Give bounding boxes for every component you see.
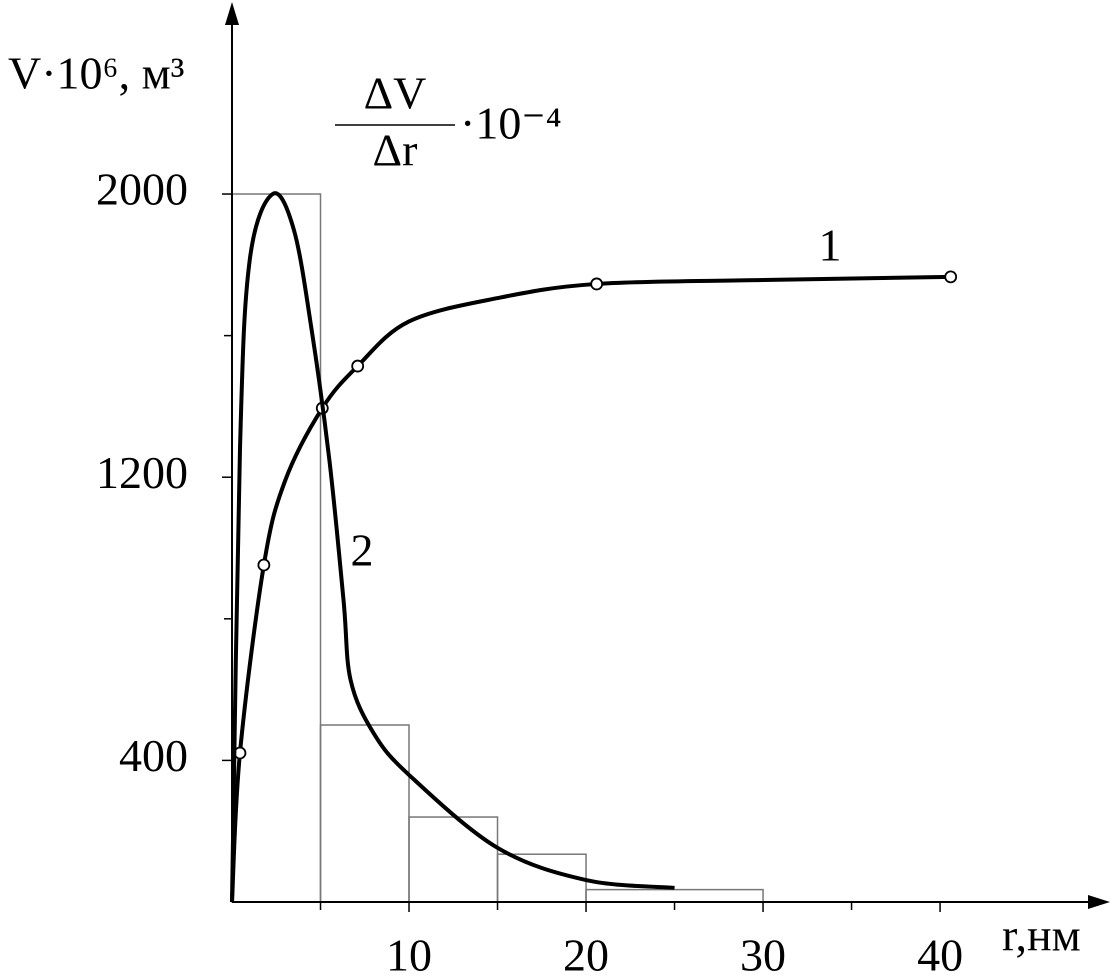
y-axis-arrow xyxy=(225,2,239,25)
y2-label-numerator: ΔV xyxy=(364,68,427,119)
y-tick-label: 2000 xyxy=(96,164,188,215)
histogram-bar xyxy=(585,888,764,903)
curve-label: 1 xyxy=(819,220,842,271)
data-point xyxy=(944,270,958,284)
curve xyxy=(230,274,951,903)
data-point xyxy=(590,277,604,291)
data-point xyxy=(351,359,365,373)
x-tick-label: 40 xyxy=(917,930,963,979)
x-axis-label: r,нм xyxy=(1002,910,1081,961)
x-tick-label: 20 xyxy=(563,930,609,979)
y-tick-label: 400 xyxy=(119,730,188,781)
y2-label-denominator: Δr xyxy=(373,125,418,176)
histogram-bar xyxy=(408,816,499,903)
y2-label-factor: ·10⁻⁴ xyxy=(460,98,562,149)
x-tick-label: 10 xyxy=(386,930,432,979)
y-axis-label: V·10⁶, м³ xyxy=(8,48,184,99)
curve-label: 2 xyxy=(351,525,374,576)
curve xyxy=(230,191,675,903)
data-point xyxy=(257,558,271,572)
x-axis-arrow xyxy=(1088,895,1110,909)
y-tick-label: 1200 xyxy=(96,447,188,498)
histogram-bar xyxy=(319,724,410,903)
x-tick-label: 30 xyxy=(740,930,786,979)
